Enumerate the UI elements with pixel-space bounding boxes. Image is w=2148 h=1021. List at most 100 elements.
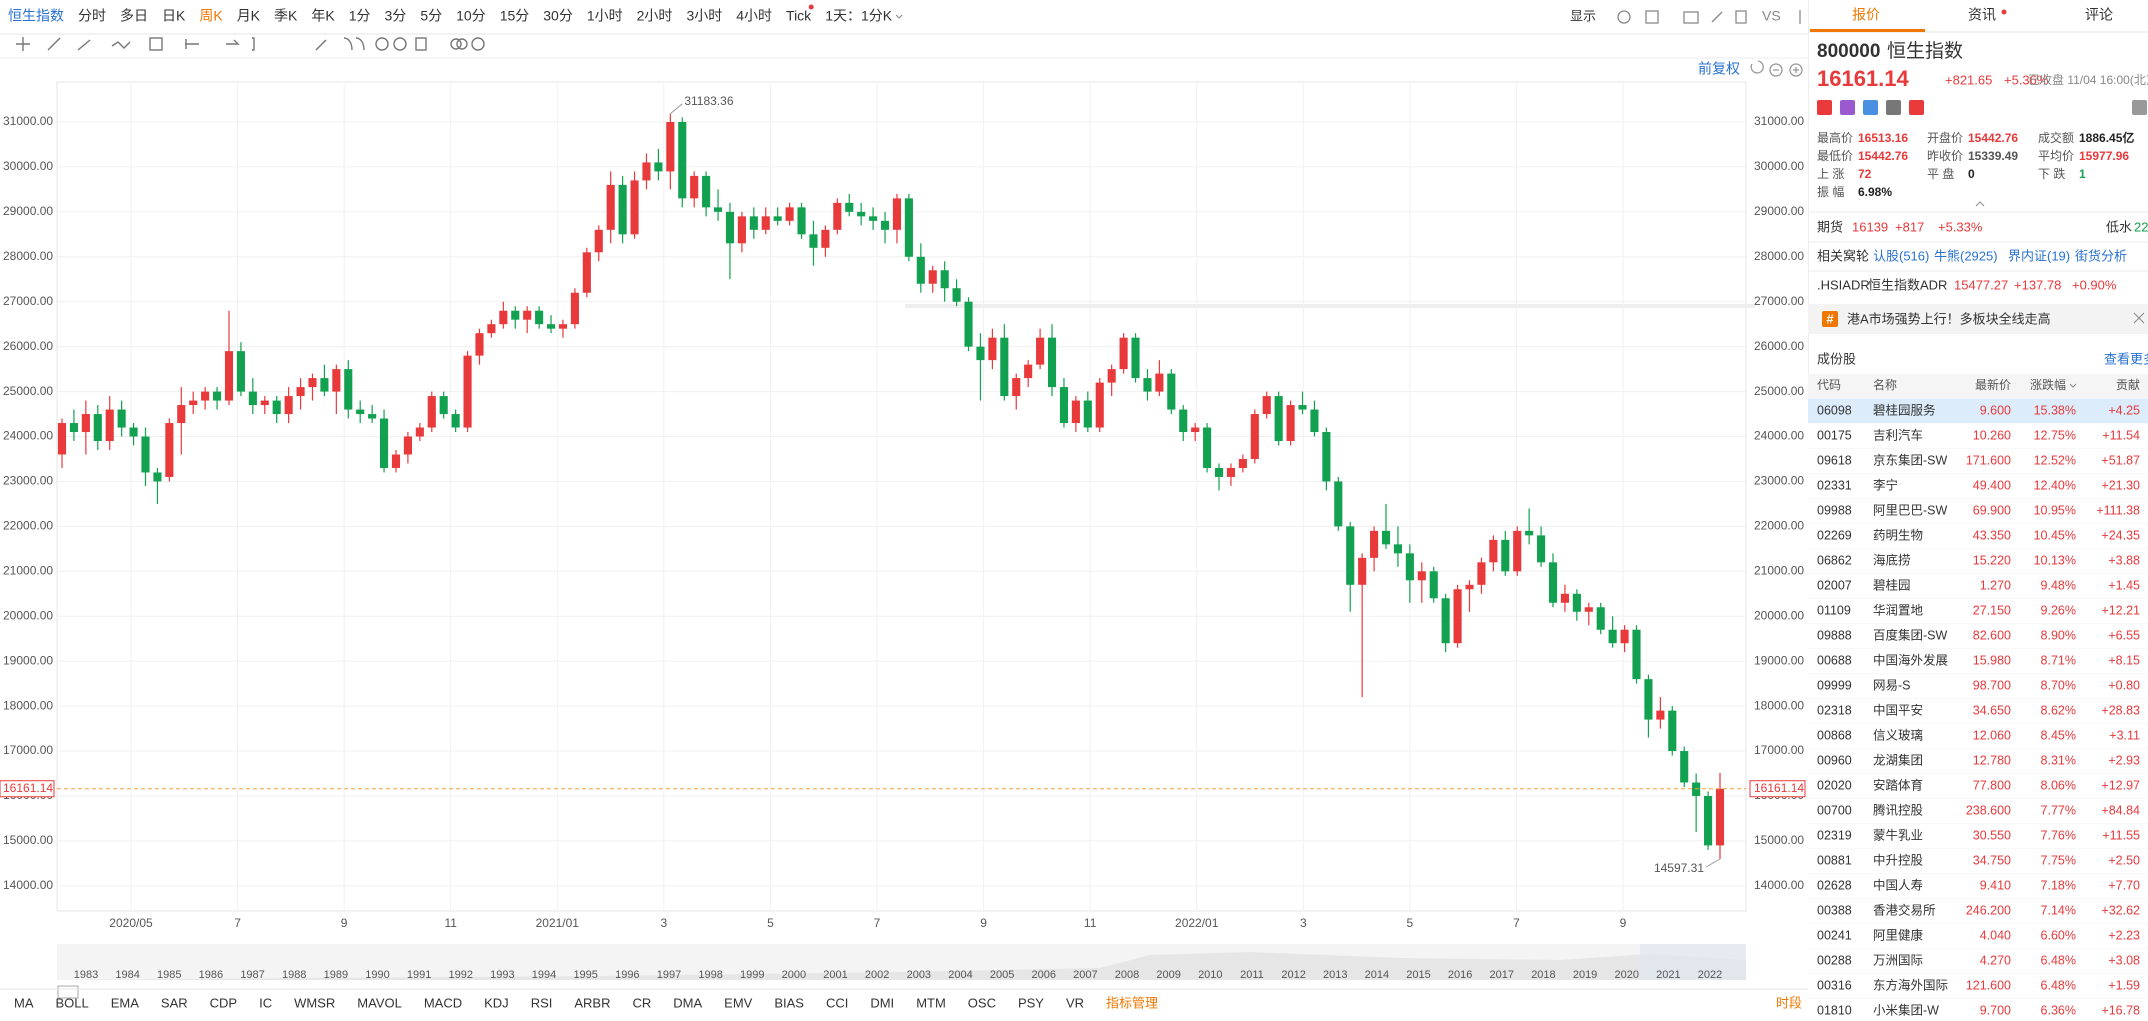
column-header[interactable]: 涨跌幅 (2030, 377, 2066, 392)
row-bg[interactable] (1808, 698, 2148, 724)
row-bg[interactable] (1808, 648, 2148, 674)
indicator-tab[interactable]: ARBR (574, 995, 610, 1010)
indicator-tab[interactable]: MA (14, 995, 34, 1010)
tab[interactable]: 资讯 (1968, 7, 1996, 23)
indicator-tab[interactable]: DMI (870, 995, 894, 1010)
indicator-tab[interactable]: KDJ (484, 995, 509, 1010)
period-tab[interactable]: 1小时 (587, 8, 623, 24)
top-icons[interactable] (1617, 10, 1801, 24)
row-bg[interactable] (1808, 673, 2148, 699)
period-tab[interactable]: 分时 (78, 8, 106, 24)
period-tab[interactable]: 3小时 (686, 8, 722, 24)
row-bg[interactable] (1808, 723, 2148, 749)
y-tick-label: 14000.00 (3, 878, 53, 892)
row-bg[interactable] (1808, 773, 2148, 799)
period-tab[interactable]: 季K (274, 8, 298, 24)
indicator-tab[interactable]: MTM (916, 995, 946, 1010)
period-tab[interactable]: 15分 (500, 8, 530, 24)
row-bg[interactable] (1808, 423, 2148, 449)
display-menu[interactable]: 显示 (1570, 8, 1596, 23)
indicator-tab[interactable]: MACD (424, 995, 462, 1010)
indicator-tab[interactable]: BIAS (774, 995, 804, 1010)
indicator-tab[interactable]: BOLL (56, 995, 89, 1010)
symbol-tab[interactable]: 恒生指数 (8, 8, 64, 24)
row-bg[interactable] (1808, 748, 2148, 774)
warrant-link[interactable]: 街货分析 (2075, 248, 2127, 263)
row-bg[interactable] (1808, 923, 2148, 949)
row-bg[interactable] (1808, 973, 2148, 999)
period-tab[interactable]: 10分 (456, 8, 486, 24)
indicator-tab[interactable]: RSI (531, 995, 553, 1010)
row-bg[interactable] (1808, 498, 2148, 524)
indicator-tab[interactable]: EMA (111, 995, 140, 1010)
indicator-tab[interactable]: IC (259, 995, 272, 1010)
row-bg[interactable] (1808, 573, 2148, 599)
row-bg[interactable] (1808, 798, 2148, 824)
indicator-tab[interactable]: MAVOL (357, 995, 402, 1010)
banner-close[interactable] (2133, 312, 2145, 324)
indicator-tab[interactable]: DMA (673, 995, 702, 1010)
indicator-tab[interactable]: CDP (210, 995, 237, 1010)
row-bg[interactable] (1808, 623, 2148, 649)
period-tab[interactable]: Tick (786, 8, 812, 24)
vs-button[interactable]: VS (1762, 8, 1781, 24)
indicator-tab[interactable]: CCI (826, 995, 848, 1010)
period-tab[interactable]: 月K (237, 8, 261, 24)
period-tab[interactable]: 5分 (420, 8, 442, 24)
row-bg[interactable] (1808, 398, 2148, 424)
period-tab[interactable]: 1分 (349, 8, 371, 24)
futures-change: +817 (1895, 219, 1924, 234)
indicator-tab[interactable]: WMSR (294, 995, 335, 1010)
adjust-mode[interactable]: 前复权 (1698, 61, 1740, 77)
row-bg[interactable] (1808, 998, 2148, 1021)
session-button[interactable]: 时段 (1776, 995, 1802, 1010)
tab[interactable]: 评论 (2085, 7, 2113, 23)
column-header[interactable]: 最新价 (1975, 377, 2011, 392)
row-bg[interactable] (1808, 898, 2148, 924)
candle-body (666, 121, 675, 172)
drawing-tools[interactable] (16, 37, 485, 51)
indicator-tab[interactable]: VR (1066, 995, 1084, 1010)
banner-bg[interactable] (1808, 304, 2148, 334)
column-header[interactable]: 代码 (1817, 378, 1841, 392)
period-tab[interactable]: 1天：1分K (825, 8, 893, 24)
column-header[interactable]: 名称 (1873, 377, 1897, 392)
candle-body (821, 229, 830, 248)
row-bg[interactable] (1808, 848, 2148, 874)
collapse[interactable] (1975, 201, 1985, 207)
indicator-tab[interactable]: OSC (968, 995, 996, 1010)
indicator-manage[interactable]: 指标管理 (1106, 995, 1158, 1010)
candle-body (1370, 530, 1379, 558)
candle-body (260, 400, 269, 406)
period-tab[interactable]: 4小时 (736, 8, 772, 24)
row-bg[interactable] (1808, 823, 2148, 849)
row-bg[interactable] (1808, 598, 2148, 624)
row-bg[interactable] (1808, 873, 2148, 899)
chart-controls[interactable] (1750, 60, 1803, 77)
period-tab[interactable]: 30分 (543, 8, 573, 24)
cell: 06098 (1817, 403, 1852, 417)
row-bg[interactable] (1808, 548, 2148, 574)
period-tab[interactable]: 周K (199, 8, 223, 24)
indicator-tab[interactable]: SAR (161, 995, 188, 1010)
period-tab[interactable]: 3分 (385, 8, 407, 24)
view-more[interactable]: 查看更多 (2104, 351, 2148, 366)
column-header[interactable]: 贡献 (2116, 377, 2140, 392)
indicator-tab[interactable]: PSY (1018, 995, 1044, 1010)
row-bg[interactable] (1808, 448, 2148, 474)
period-tab[interactable]: 日K (162, 8, 186, 24)
period-tab[interactable]: 多日 (120, 8, 148, 24)
banner-text[interactable]: 港A市场强势上行！多板块全线走高 (1847, 311, 2051, 326)
warrant-link[interactable]: 界内证(19) (2008, 248, 2070, 263)
warrant-link[interactable]: 牛熊(2925) (1934, 248, 1998, 263)
row-bg[interactable] (1808, 948, 2148, 974)
warrant-link[interactable]: 认股(516) (1873, 248, 1929, 263)
period-tab[interactable]: 2小时 (637, 8, 673, 24)
indicator-tab[interactable]: CR (632, 995, 651, 1010)
row-bg[interactable] (1808, 523, 2148, 549)
row-bg[interactable] (1808, 473, 2148, 499)
timeline-window[interactable] (1640, 944, 1746, 980)
tab[interactable]: 报价 (1852, 7, 1880, 23)
period-tab[interactable]: 年K (311, 8, 335, 24)
indicator-tab[interactable]: EMV (724, 995, 753, 1010)
